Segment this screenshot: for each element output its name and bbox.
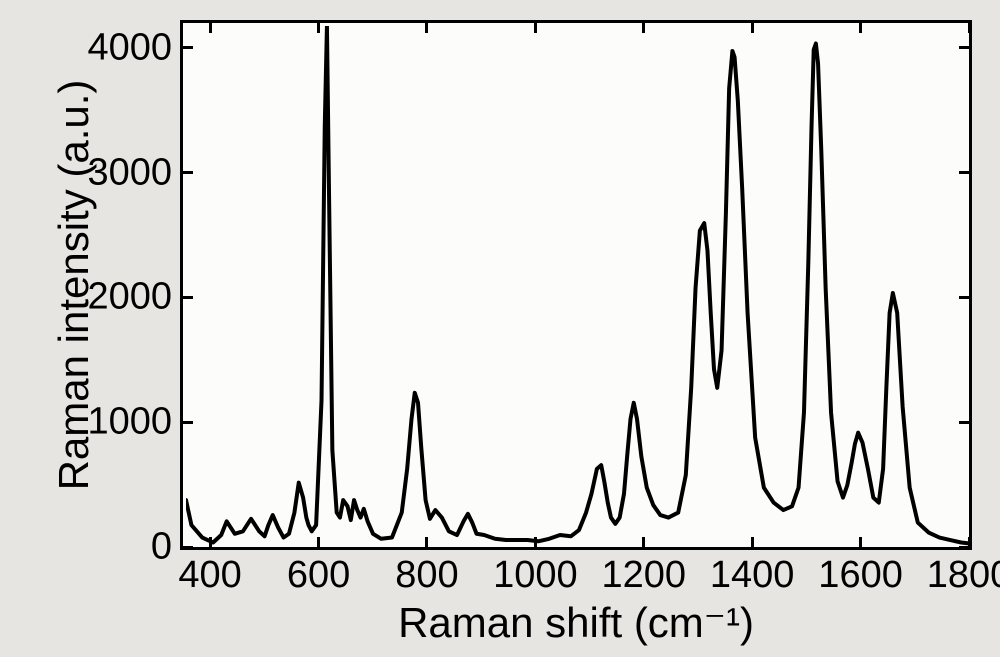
x-tick-label: 1800	[927, 554, 1000, 597]
x-tick-label: 400	[178, 554, 241, 597]
y-tick-mark	[183, 421, 193, 424]
x-tick-mark-top	[425, 23, 428, 33]
x-tick-mark	[751, 537, 754, 547]
y-tick-mark-right	[959, 46, 969, 49]
y-tick-label: 2000	[87, 276, 172, 319]
x-tick-mark-top	[317, 23, 320, 33]
x-tick-label: 1600	[818, 554, 903, 597]
y-tick-mark	[183, 296, 193, 299]
y-tick-label: 1000	[87, 401, 172, 444]
x-tick-label: 1200	[601, 554, 686, 597]
plot-area	[180, 20, 972, 550]
y-tick-label: 3000	[87, 151, 172, 194]
y-tick-mark-right	[959, 421, 969, 424]
x-tick-mark-top	[642, 23, 645, 33]
x-axis-label: Raman shift (cm⁻¹)	[398, 598, 754, 647]
x-tick-mark	[209, 537, 212, 547]
chart-frame: Raman intensity (a.u.) Raman shift (cm⁻¹…	[0, 0, 1000, 657]
raman-spectrum-line	[186, 26, 972, 550]
y-tick-mark	[183, 46, 193, 49]
y-tick-label: 0	[151, 526, 172, 569]
y-tick-mark	[183, 546, 193, 549]
x-tick-mark	[534, 537, 537, 547]
x-tick-mark	[859, 537, 862, 547]
x-tick-mark-top	[751, 23, 754, 33]
x-tick-mark-top	[534, 23, 537, 33]
x-tick-mark	[425, 537, 428, 547]
y-tick-mark-right	[959, 546, 969, 549]
x-tick-mark-top	[209, 23, 212, 33]
x-tick-label: 600	[287, 554, 350, 597]
x-tick-mark	[317, 537, 320, 547]
y-tick-mark	[183, 171, 193, 174]
x-tick-mark-top	[968, 23, 971, 33]
x-tick-mark-top	[859, 23, 862, 33]
x-tick-mark	[642, 537, 645, 547]
y-tick-mark-right	[959, 171, 969, 174]
y-tick-label: 4000	[87, 26, 172, 69]
x-tick-label: 800	[395, 554, 458, 597]
y-tick-mark-right	[959, 296, 969, 299]
x-tick-label: 1000	[493, 554, 578, 597]
x-tick-label: 1400	[710, 554, 795, 597]
